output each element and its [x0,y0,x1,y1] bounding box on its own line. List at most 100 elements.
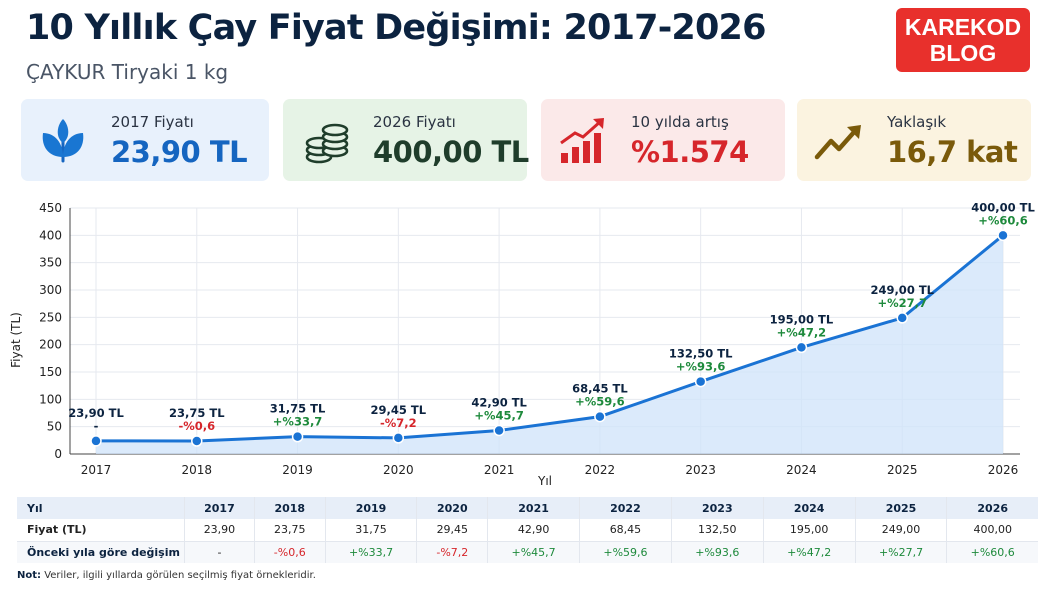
card-value: %1.574 [631,135,749,169]
rising-bars-icon [560,118,604,163]
point-change-label: +%45,7 [474,409,524,423]
point-value-label: 29,45 TL [371,403,427,417]
stat-card-2017-price: 2017 Fiyatı 23,90 TL [21,99,269,181]
x-tick-label: 2023 [685,463,716,477]
y-tick-label: 350 [39,256,62,270]
table-cell: +%33,7 [324,541,417,563]
data-point [694,375,707,388]
point-value-label: 68,45 TL [572,382,628,396]
brand-line-2: BLOG [929,40,997,66]
table-cell: 2024 [762,497,856,519]
page-subtitle: ÇAYKUR Tiryaki 1 kg [26,60,229,84]
area-fill [96,235,1003,454]
x-tick-label: 2026 [988,463,1019,477]
x-tick-label: 2021 [484,463,515,477]
point-labels: 23,90 TL- 23,75 TL-%0,6 31,75 TL+%33,7 29,4… [68,200,1035,433]
table-cell: +%47,2 [762,541,856,563]
y-axis-ticks: 0 50 100 150 200 250 300 350 400 450 [39,201,62,461]
footnote: Not: Veriler, ilgili yıllarda görülen se… [17,570,316,581]
table-cell: 2026 [946,497,1038,519]
y-tick-label: 0 [54,447,62,461]
point-change-label: +%33,7 [273,415,323,429]
table-row-header: Yıl [17,497,185,519]
point-value-label: 23,90 TL [68,406,124,420]
table-cell: +%60,6 [946,541,1038,563]
y-tick-label: 300 [39,283,62,297]
table-row-header: Önceki yıla göre değişim [17,541,185,563]
table-cell: 2023 [670,497,764,519]
table-cell: 132,50 [670,519,764,542]
coins-icon [305,123,349,164]
table-cell: 2017 [183,497,255,519]
point-value-label: 23,75 TL [169,406,225,420]
table-cell: -%0,6 [253,541,326,563]
x-tick-label: 2017 [81,463,112,477]
card-value: 23,90 TL [111,135,248,169]
leaf-icon [42,119,84,163]
point-value-label: 195,00 TL [770,312,834,326]
point-change-label: +%60,6 [978,213,1028,227]
table-cell: 23,90 [183,519,255,542]
table-cell: 29,45 [416,519,488,542]
point-value-label: 249,00 TL [870,283,934,297]
table-cell: 2018 [253,497,326,519]
table-change-row: Önceki yıla göre değişim - -%0,6 +%33,7 -%7,… [17,541,1038,563]
y-tick-label: 250 [39,310,62,324]
y-tick-label: 100 [39,392,62,406]
table-cell: 23,75 [253,519,326,542]
table-price-row: Fiyat (TL) 23,90 23,75 31,75 29,45 42,90 68,45… [17,519,1038,542]
card-label: Yaklaşık [887,113,947,131]
x-axis-ticks: 2017 2018 2019 2020 2021 2022 2023 2024 2025 2026 [81,463,1019,477]
table-cell: 31,75 [324,519,417,542]
footnote-text: Veriler, ilgili yıllarda görülen seçilmi… [44,570,316,581]
table-cell: 195,00 [762,519,856,542]
card-value: 16,7 kat [887,135,1018,169]
data-point [493,424,505,437]
card-label: 10 yılda artış [631,113,729,131]
trend-up-icon [814,125,861,160]
table-cell: 249,00 [854,519,947,542]
point-change-label: -%7,2 [380,416,417,430]
point-change-label: -%0,6 [178,419,215,433]
y-tick-label: 50 [47,420,62,434]
data-point [191,435,203,447]
brand-logo: KAREKOD BLOG [896,8,1030,72]
y-tick-label: 200 [39,338,62,352]
footnote-label: Not: [17,570,42,581]
x-tick-label: 2025 [887,463,918,477]
table-cell: 400,00 [946,519,1038,542]
page-title: 10 Yıllık Çay Fiyat Değişimi: 2017-2026 [26,8,766,48]
x-tick-label: 2019 [282,463,313,477]
data-point [392,432,405,444]
stat-card-multiplier: Yaklaşık 16,7 kat [797,99,1031,181]
table-cell: +%45,7 [487,541,580,563]
data-point [896,312,908,324]
card-label: 2017 Fiyatı [111,113,194,131]
point-change-label: - [94,419,99,433]
table-cell: 2022 [579,497,672,519]
data-point [594,410,606,423]
point-value-label: 132,50 TL [669,347,733,361]
point-value-label: 400,00 TL [971,200,1035,214]
y-tick-label: 400 [39,228,62,242]
table-cell: +%27,7 [854,541,947,563]
brand-line-1: KAREKOD [904,14,1022,40]
table-cell: 2025 [854,497,947,519]
table-cell: 2020 [416,497,488,519]
price-line [95,234,1004,443]
table-cell: -%7,2 [416,541,488,563]
x-axis-label: Yıl [537,474,552,488]
data-table: Yıl 2017 2018 2019 2020 2021 2022 2023 2024 2025 2… [17,497,1038,563]
price-line-chart: 0 50 100 150 200 250 300 350 400 450 2017 2018 2019… [9,200,1035,488]
table-cell: - [183,541,255,563]
point-change-label: +%93,6 [676,360,726,374]
y-tick-label: 450 [39,201,62,215]
point-change-label: +%47,2 [777,325,827,339]
x-tick-label: 2020 [383,463,414,477]
data-point [795,341,808,354]
point-change-label: +%59,6 [575,395,625,409]
table-cell: 42,90 [487,519,580,542]
y-tick-label: 150 [39,365,62,379]
data-point [291,430,304,443]
table-cell: +%59,6 [579,541,672,563]
